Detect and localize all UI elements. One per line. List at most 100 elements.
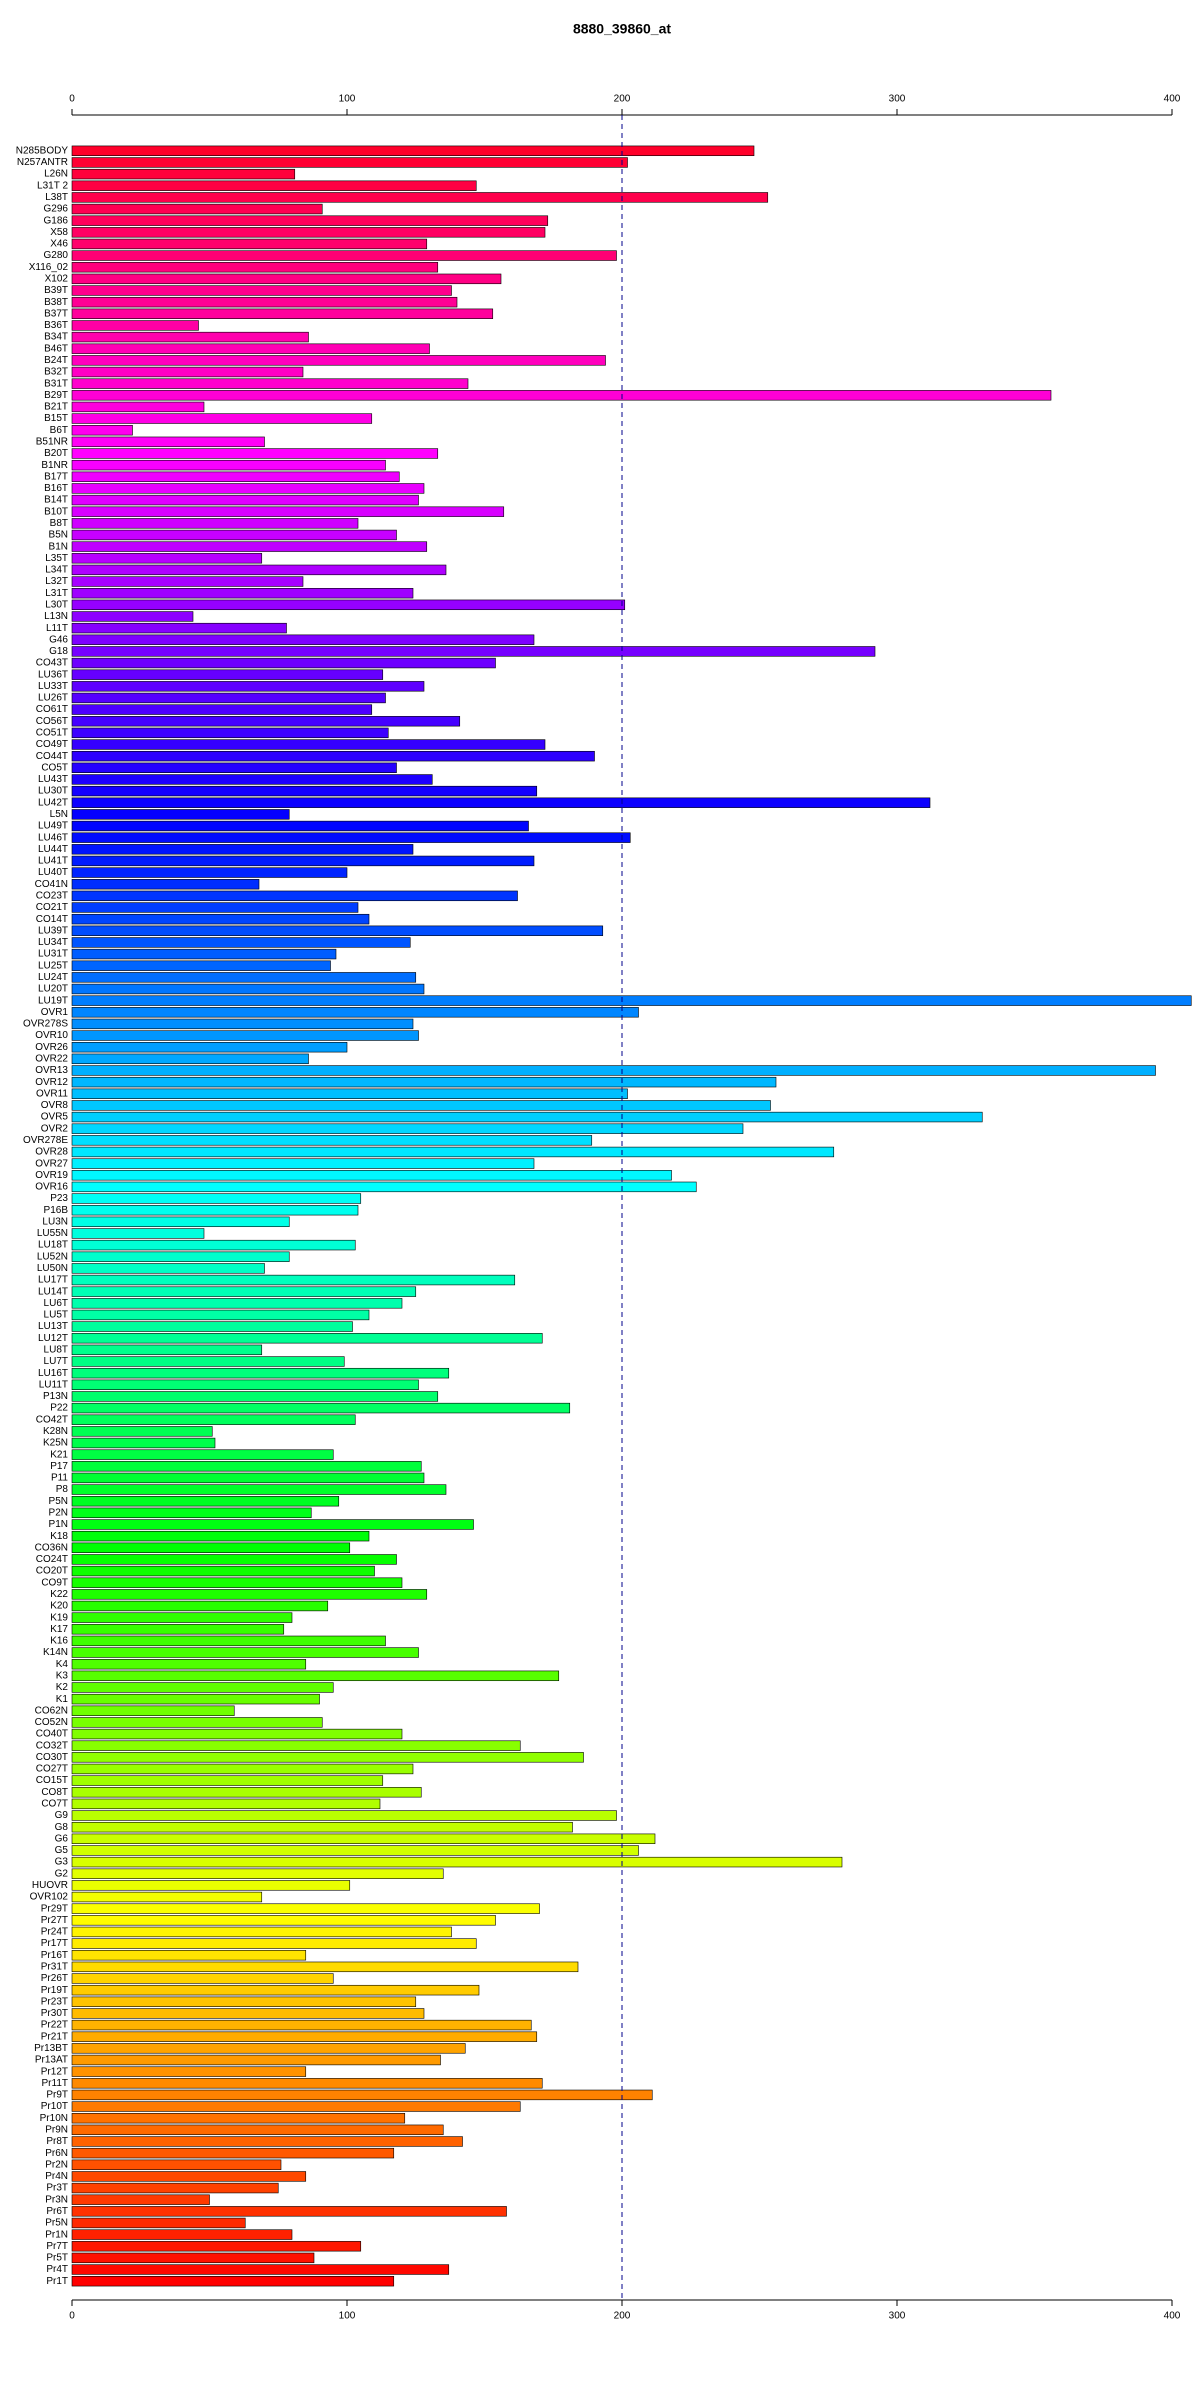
bar bbox=[71, 692, 386, 704]
bar bbox=[71, 1775, 384, 1786]
y-tick-label: P5N bbox=[49, 1496, 68, 1507]
y-tick-label: LU33T bbox=[38, 681, 68, 692]
bar bbox=[71, 215, 549, 226]
y-tick-label: Pr9N bbox=[45, 2124, 68, 2135]
bar bbox=[71, 1076, 777, 1088]
y-tick-label: Pr13BT bbox=[34, 2043, 68, 2054]
y-tick-label: B38T bbox=[44, 297, 68, 308]
y-tick-label: B32T bbox=[44, 367, 68, 378]
y-tick-label: P16B bbox=[44, 1205, 69, 1216]
y-tick-label: B51NR bbox=[36, 436, 68, 447]
bar bbox=[71, 937, 411, 948]
bar bbox=[71, 1577, 403, 1588]
y-tick-label: K3 bbox=[56, 1670, 69, 1681]
bar bbox=[71, 1798, 381, 1810]
bar bbox=[71, 902, 359, 913]
bar bbox=[71, 1426, 213, 1437]
bar bbox=[71, 2182, 279, 2194]
y-tick-label: CO20T bbox=[36, 1566, 68, 1577]
y-tick-label: B1NR bbox=[41, 460, 68, 471]
bar bbox=[71, 1356, 345, 1367]
x-tick-label: 400 bbox=[1164, 94, 1181, 105]
bar bbox=[71, 564, 447, 576]
y-tick-label: CO44T bbox=[36, 751, 68, 762]
bar bbox=[71, 238, 428, 250]
y-tick-label: G46 bbox=[49, 634, 68, 645]
bar bbox=[71, 669, 384, 680]
bar bbox=[71, 1053, 309, 1065]
bar bbox=[71, 1973, 334, 1984]
bar bbox=[71, 1007, 639, 1018]
bar bbox=[71, 1414, 356, 1425]
bar bbox=[71, 1239, 356, 1251]
bar bbox=[71, 541, 428, 552]
bar bbox=[71, 1309, 370, 1321]
bar bbox=[71, 425, 133, 436]
y-tick-label: Pr10T bbox=[41, 2101, 68, 2112]
bar bbox=[71, 506, 505, 517]
y-tick-label: P1N bbox=[49, 1519, 68, 1530]
y-tick-label: K14N bbox=[43, 1647, 68, 1658]
y-tick-label: L13N bbox=[44, 611, 68, 622]
bar bbox=[71, 2136, 463, 2147]
bar bbox=[71, 634, 535, 645]
y-tick-label: G8 bbox=[55, 1822, 69, 1833]
y-tick-label: L26N bbox=[44, 169, 68, 180]
bar bbox=[71, 1996, 417, 2007]
y-tick-label: L32T bbox=[45, 576, 68, 587]
y-tick-label: Pr31T bbox=[41, 1962, 68, 1973]
bar bbox=[71, 762, 397, 773]
bar bbox=[71, 1100, 771, 1111]
bar bbox=[71, 1728, 403, 1740]
y-tick-label: Pr30T bbox=[41, 2008, 68, 2019]
bar bbox=[71, 1915, 496, 1926]
y-tick-label: K4 bbox=[56, 1659, 69, 1670]
y-tick-label: P13N bbox=[43, 1391, 68, 1402]
bar bbox=[71, 1449, 334, 1460]
y-tick-label: Pr1N bbox=[45, 2229, 68, 2240]
y-tick-label: G296 bbox=[44, 204, 69, 215]
bar bbox=[71, 1961, 579, 1973]
y-tick-label: G2 bbox=[55, 1868, 69, 1879]
bar bbox=[71, 1984, 480, 1996]
y-tick-label: Pr4N bbox=[45, 2171, 68, 2182]
y-tick-label: CO41N bbox=[35, 879, 68, 890]
y-tick-label: G3 bbox=[55, 1857, 69, 1868]
y-tick-label: LU3N bbox=[42, 1216, 68, 1227]
y-tick-label: B20T bbox=[44, 448, 68, 459]
bar bbox=[71, 518, 359, 529]
y-tick-label: X102 bbox=[45, 274, 69, 285]
y-tick-label: LU16T bbox=[38, 1368, 68, 1379]
bar bbox=[71, 1705, 235, 1716]
bar bbox=[71, 1088, 628, 1099]
bar bbox=[71, 622, 287, 634]
bar bbox=[71, 1868, 444, 1879]
y-tick-label: Pr9T bbox=[46, 2090, 68, 2101]
y-tick-label: Pr13AT bbox=[35, 2055, 68, 2066]
y-tick-label: B16T bbox=[44, 483, 68, 494]
y-tick-label: B31T bbox=[44, 378, 68, 389]
bar bbox=[71, 145, 755, 157]
bar bbox=[71, 1158, 535, 1169]
y-tick-label: N285BODY bbox=[16, 145, 69, 156]
bar bbox=[71, 1542, 351, 1553]
bar bbox=[71, 2019, 532, 2031]
y-tick-label: LU39T bbox=[38, 925, 68, 936]
y-tick-label: LU17T bbox=[38, 1275, 68, 1286]
y-tick-label: Pr24T bbox=[41, 1927, 68, 1938]
x-tick-label: 300 bbox=[889, 94, 906, 105]
y-tick-label: OVR278S bbox=[23, 1019, 68, 1030]
y-tick-label: LU31T bbox=[38, 949, 68, 960]
y-tick-label: Pr19T bbox=[41, 1985, 68, 1996]
y-tick-label: P22 bbox=[50, 1403, 68, 1414]
bar bbox=[71, 890, 518, 902]
bar bbox=[71, 2241, 362, 2252]
bar bbox=[71, 192, 769, 203]
bar bbox=[71, 809, 290, 820]
y-tick-label: LU40T bbox=[38, 867, 68, 878]
x-tick-label: 0 bbox=[69, 94, 75, 105]
y-tick-label: B21T bbox=[44, 402, 68, 413]
bar bbox=[71, 1507, 312, 1519]
y-tick-label: Pr7T bbox=[46, 2241, 68, 2252]
bar bbox=[71, 2043, 466, 2054]
